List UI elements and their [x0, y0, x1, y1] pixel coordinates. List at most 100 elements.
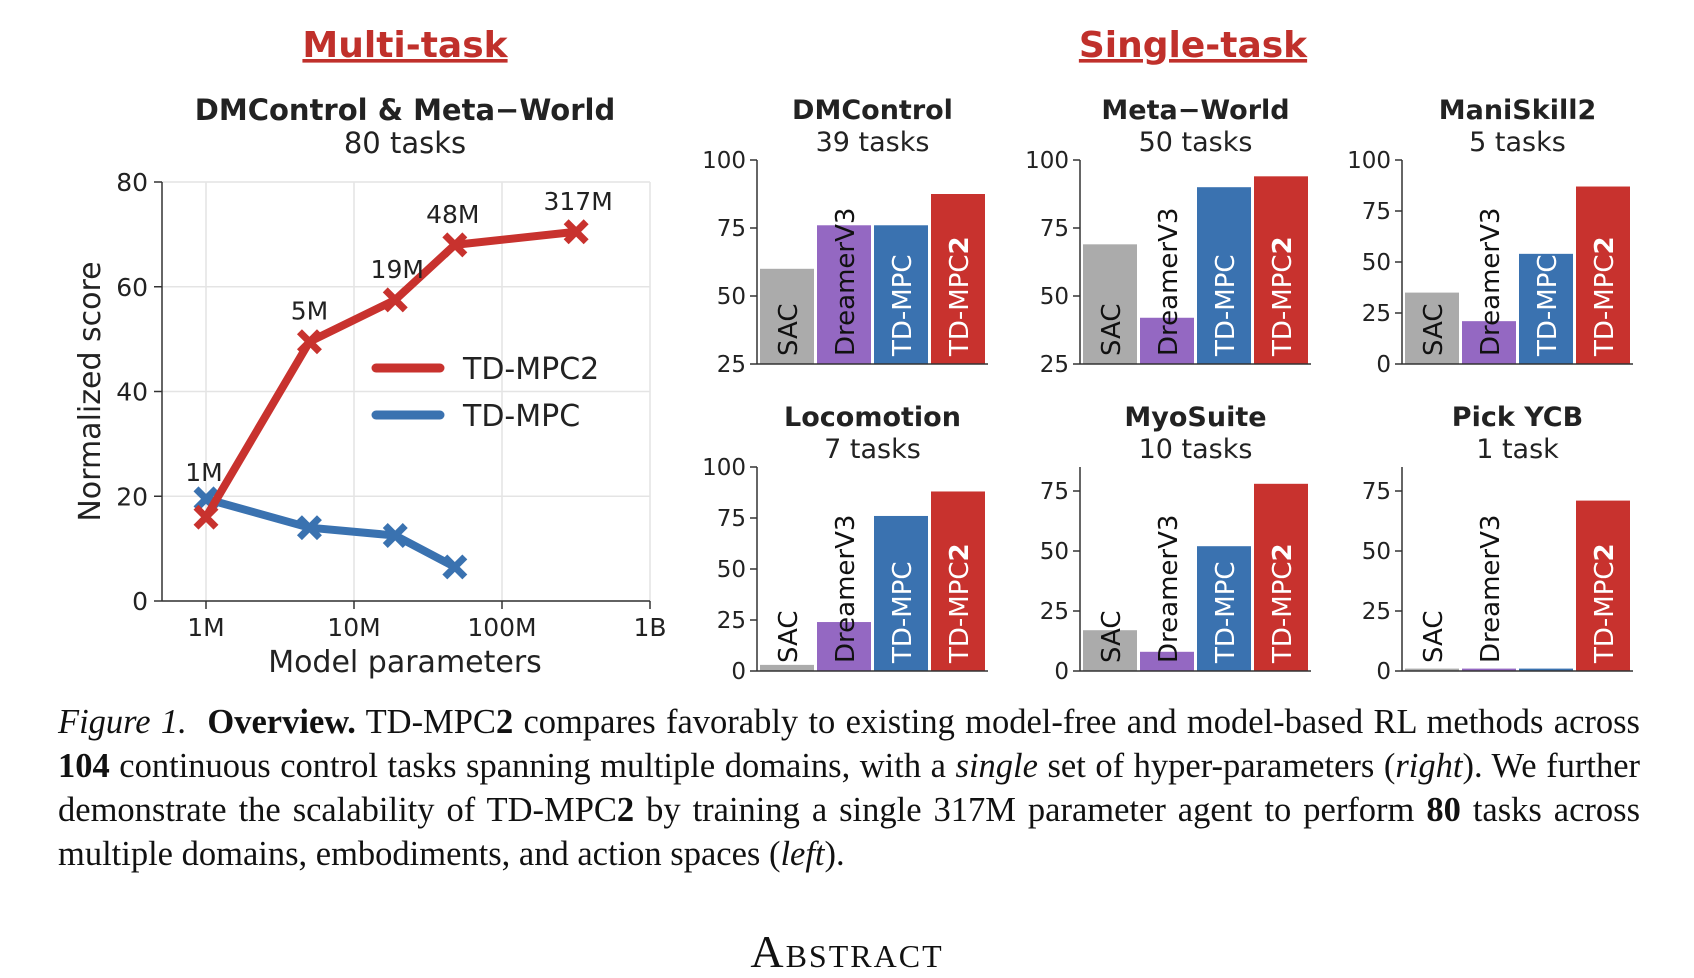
bar [1576, 500, 1630, 671]
bar-label: DreamerV3 [831, 208, 861, 356]
scaling-line-chart: 0 20 40 60 80 1M 10M 100M 1B DMControl & Meta−Wor… [73, 93, 667, 680]
caption-text: ). [824, 835, 845, 873]
caption-bold: 104 [58, 747, 110, 785]
bar [1254, 176, 1308, 364]
ytick-label: 100 [1025, 148, 1069, 174]
point-annotation: 48M [426, 200, 479, 229]
bar [1462, 321, 1516, 364]
bar-label: TD-MPC2 [1590, 236, 1620, 357]
bar-label: TD-MPC2 [1268, 543, 1298, 664]
caption-text: ). We further demonstrate the scalabilit… [58, 747, 1641, 829]
bar-label: TD-MPC [888, 254, 918, 357]
bar [1519, 668, 1573, 671]
ytick-label: 20 [116, 482, 148, 511]
ytick-label: 25 [1362, 599, 1391, 625]
bar [1197, 546, 1251, 671]
panel-subtitle: 39 tasks [816, 127, 930, 158]
ytick-label: 40 [116, 378, 148, 407]
bar-label: TD-MPC [888, 561, 918, 664]
ytick-label: 50 [1362, 250, 1391, 276]
bar-label-bold: 2 [1268, 543, 1298, 561]
bar-label: TD-MPC2 [1268, 236, 1298, 357]
bar [760, 268, 814, 364]
y-axis-label: Normalized score [73, 261, 108, 521]
caption-bold: 2 [495, 703, 514, 741]
data-point-marker [296, 515, 322, 541]
bar-label: DreamerV3 [1154, 515, 1184, 663]
ytick-label: 75 [1040, 216, 1069, 242]
ytick-label: 50 [717, 557, 746, 583]
caption-text: tasks across multiple domains, embodimen… [58, 791, 1640, 873]
caption-italic: single [955, 747, 1038, 785]
bar-label: TD-MPC [1211, 561, 1241, 664]
data-point-marker [382, 287, 408, 313]
ytick-label: 75 [1362, 199, 1391, 225]
bar-label-bold: 2 [1590, 236, 1620, 254]
chart-title: DMControl & Meta−World [195, 93, 615, 127]
point-annotation: 5M [291, 297, 328, 326]
xtick-label: 10M [327, 613, 380, 642]
panel-subtitle: 10 tasks [1139, 434, 1253, 465]
ytick-label: 0 [1376, 659, 1391, 685]
bar-label: DreamerV3 [1476, 515, 1506, 663]
ytick-label: 75 [717, 216, 746, 242]
bar-label: SAC [774, 304, 804, 356]
data-point-marker [442, 554, 468, 580]
bar [1083, 630, 1137, 671]
bar-label-bold: 2 [945, 543, 975, 561]
bar [817, 225, 871, 364]
caption-bold: 80 [1426, 791, 1461, 829]
bar [931, 194, 985, 364]
bar-label: SAC [1419, 304, 1449, 356]
panel-title: DMControl [792, 95, 953, 126]
x-axis-label: Model parameters [268, 645, 542, 680]
ytick-label: 75 [1362, 479, 1391, 505]
bar [1254, 483, 1308, 671]
ytick-label: 100 [1347, 148, 1391, 174]
ytick-label: 25 [1040, 599, 1069, 625]
ytick-label: 50 [1040, 284, 1069, 310]
bar [874, 515, 928, 671]
ytick-label: 50 [1362, 539, 1391, 565]
ytick-label: 50 [717, 284, 746, 310]
bar [760, 664, 814, 671]
ytick-label: 25 [1040, 352, 1069, 378]
series-line [202, 494, 459, 571]
panel-title: Locomotion [784, 402, 961, 433]
caption-text: by training a single 317M parameter agen… [634, 791, 1427, 829]
ytick-label: 50 [1040, 539, 1069, 565]
bar-label: TD-MPC2 [945, 543, 975, 664]
legend-label: TD-MPC2 [462, 352, 599, 387]
ytick-label: 100 [702, 148, 746, 174]
bar-label-bold: 2 [945, 236, 975, 254]
point-annotation: 19M [371, 255, 424, 284]
ytick-label: 0 [731, 659, 746, 685]
bar [1140, 651, 1194, 671]
ytick-label: 0 [1376, 352, 1391, 378]
bar-label: TD-MPC2 [1590, 543, 1620, 664]
bar [1405, 292, 1459, 364]
bar-label: TD-MPC2 [945, 236, 975, 357]
bar-label: DreamerV3 [1154, 208, 1184, 356]
bar [1140, 317, 1194, 364]
data-point-marker [442, 232, 468, 258]
bar-label: SAC [774, 611, 804, 663]
ytick-label: 25 [717, 608, 746, 634]
ytick-label: 75 [1040, 479, 1069, 505]
point-annotation: 317M [544, 187, 613, 216]
data-point-marker [563, 219, 589, 245]
caption-label: Figure 1. [58, 703, 187, 741]
panel-title: ManiSkill2 [1439, 95, 1597, 126]
data-point-marker [296, 329, 322, 355]
panel-title: Meta−World [1101, 95, 1289, 126]
bar-label: TD-MPC [1211, 254, 1241, 357]
panel-subtitle: 50 tasks [1139, 127, 1253, 158]
caption-italic: right [1395, 747, 1463, 785]
caption-text: set of hyper-parameters ( [1037, 747, 1396, 785]
figure-caption: Figure 1. Overview. TD-MPC2 compares fav… [58, 700, 1640, 876]
